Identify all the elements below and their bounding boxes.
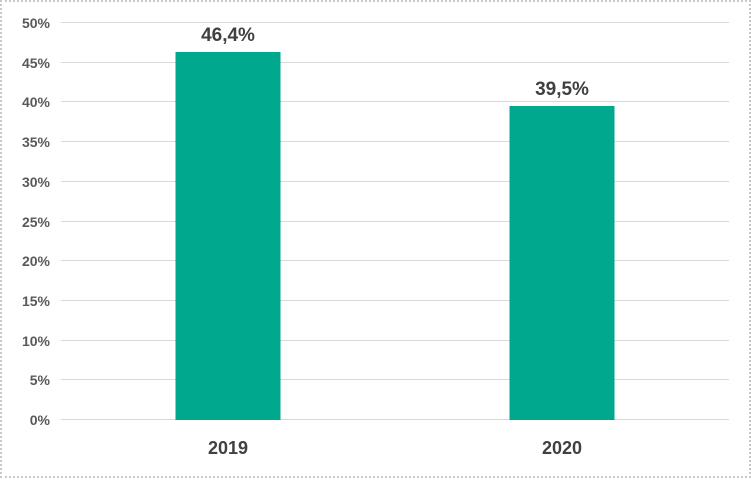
gridline-40	[61, 101, 729, 103]
y-tick-label: 30%	[21, 173, 50, 190]
y-tick-label: 10%	[21, 332, 50, 349]
plot-area: 46,4% 39,5%	[61, 22, 729, 420]
gridline-50	[61, 22, 729, 23]
x-category-label-2019: 2019	[207, 438, 249, 458]
y-tick-label: 0%	[29, 412, 50, 428]
y-tick-label: 50%	[21, 15, 50, 31]
y-tick-label: 15%	[21, 292, 50, 309]
gridline-15	[61, 299, 729, 301]
data-label-2020: 39,5%	[535, 79, 589, 101]
y-tick-label: 25%	[21, 213, 50, 230]
y-axis: 0% 5% 10% 15% 20% 25% 30% 35% 40% 45% 50%	[2, 16, 50, 427]
gridline-0	[61, 419, 729, 420]
x-axis: 2019 2020	[61, 438, 729, 464]
y-tick-label: 35%	[21, 134, 50, 151]
bar-2019	[175, 51, 281, 420]
y-tick-label: 40%	[21, 94, 50, 111]
gridline-10	[61, 339, 729, 341]
data-label-2019: 46,4%	[201, 24, 255, 46]
gridline-45	[61, 61, 729, 63]
gridline-35	[61, 141, 729, 143]
y-tick-label: 45%	[21, 54, 50, 71]
gridline-25	[61, 220, 729, 222]
y-tick-label: 5%	[29, 372, 50, 389]
gridline-20	[61, 260, 729, 262]
gridline-5	[61, 379, 729, 381]
x-category-label-2020: 2020	[541, 438, 583, 458]
bar-2020	[509, 106, 615, 420]
gridline-30	[61, 180, 729, 182]
y-tick-label: 20%	[21, 253, 50, 270]
